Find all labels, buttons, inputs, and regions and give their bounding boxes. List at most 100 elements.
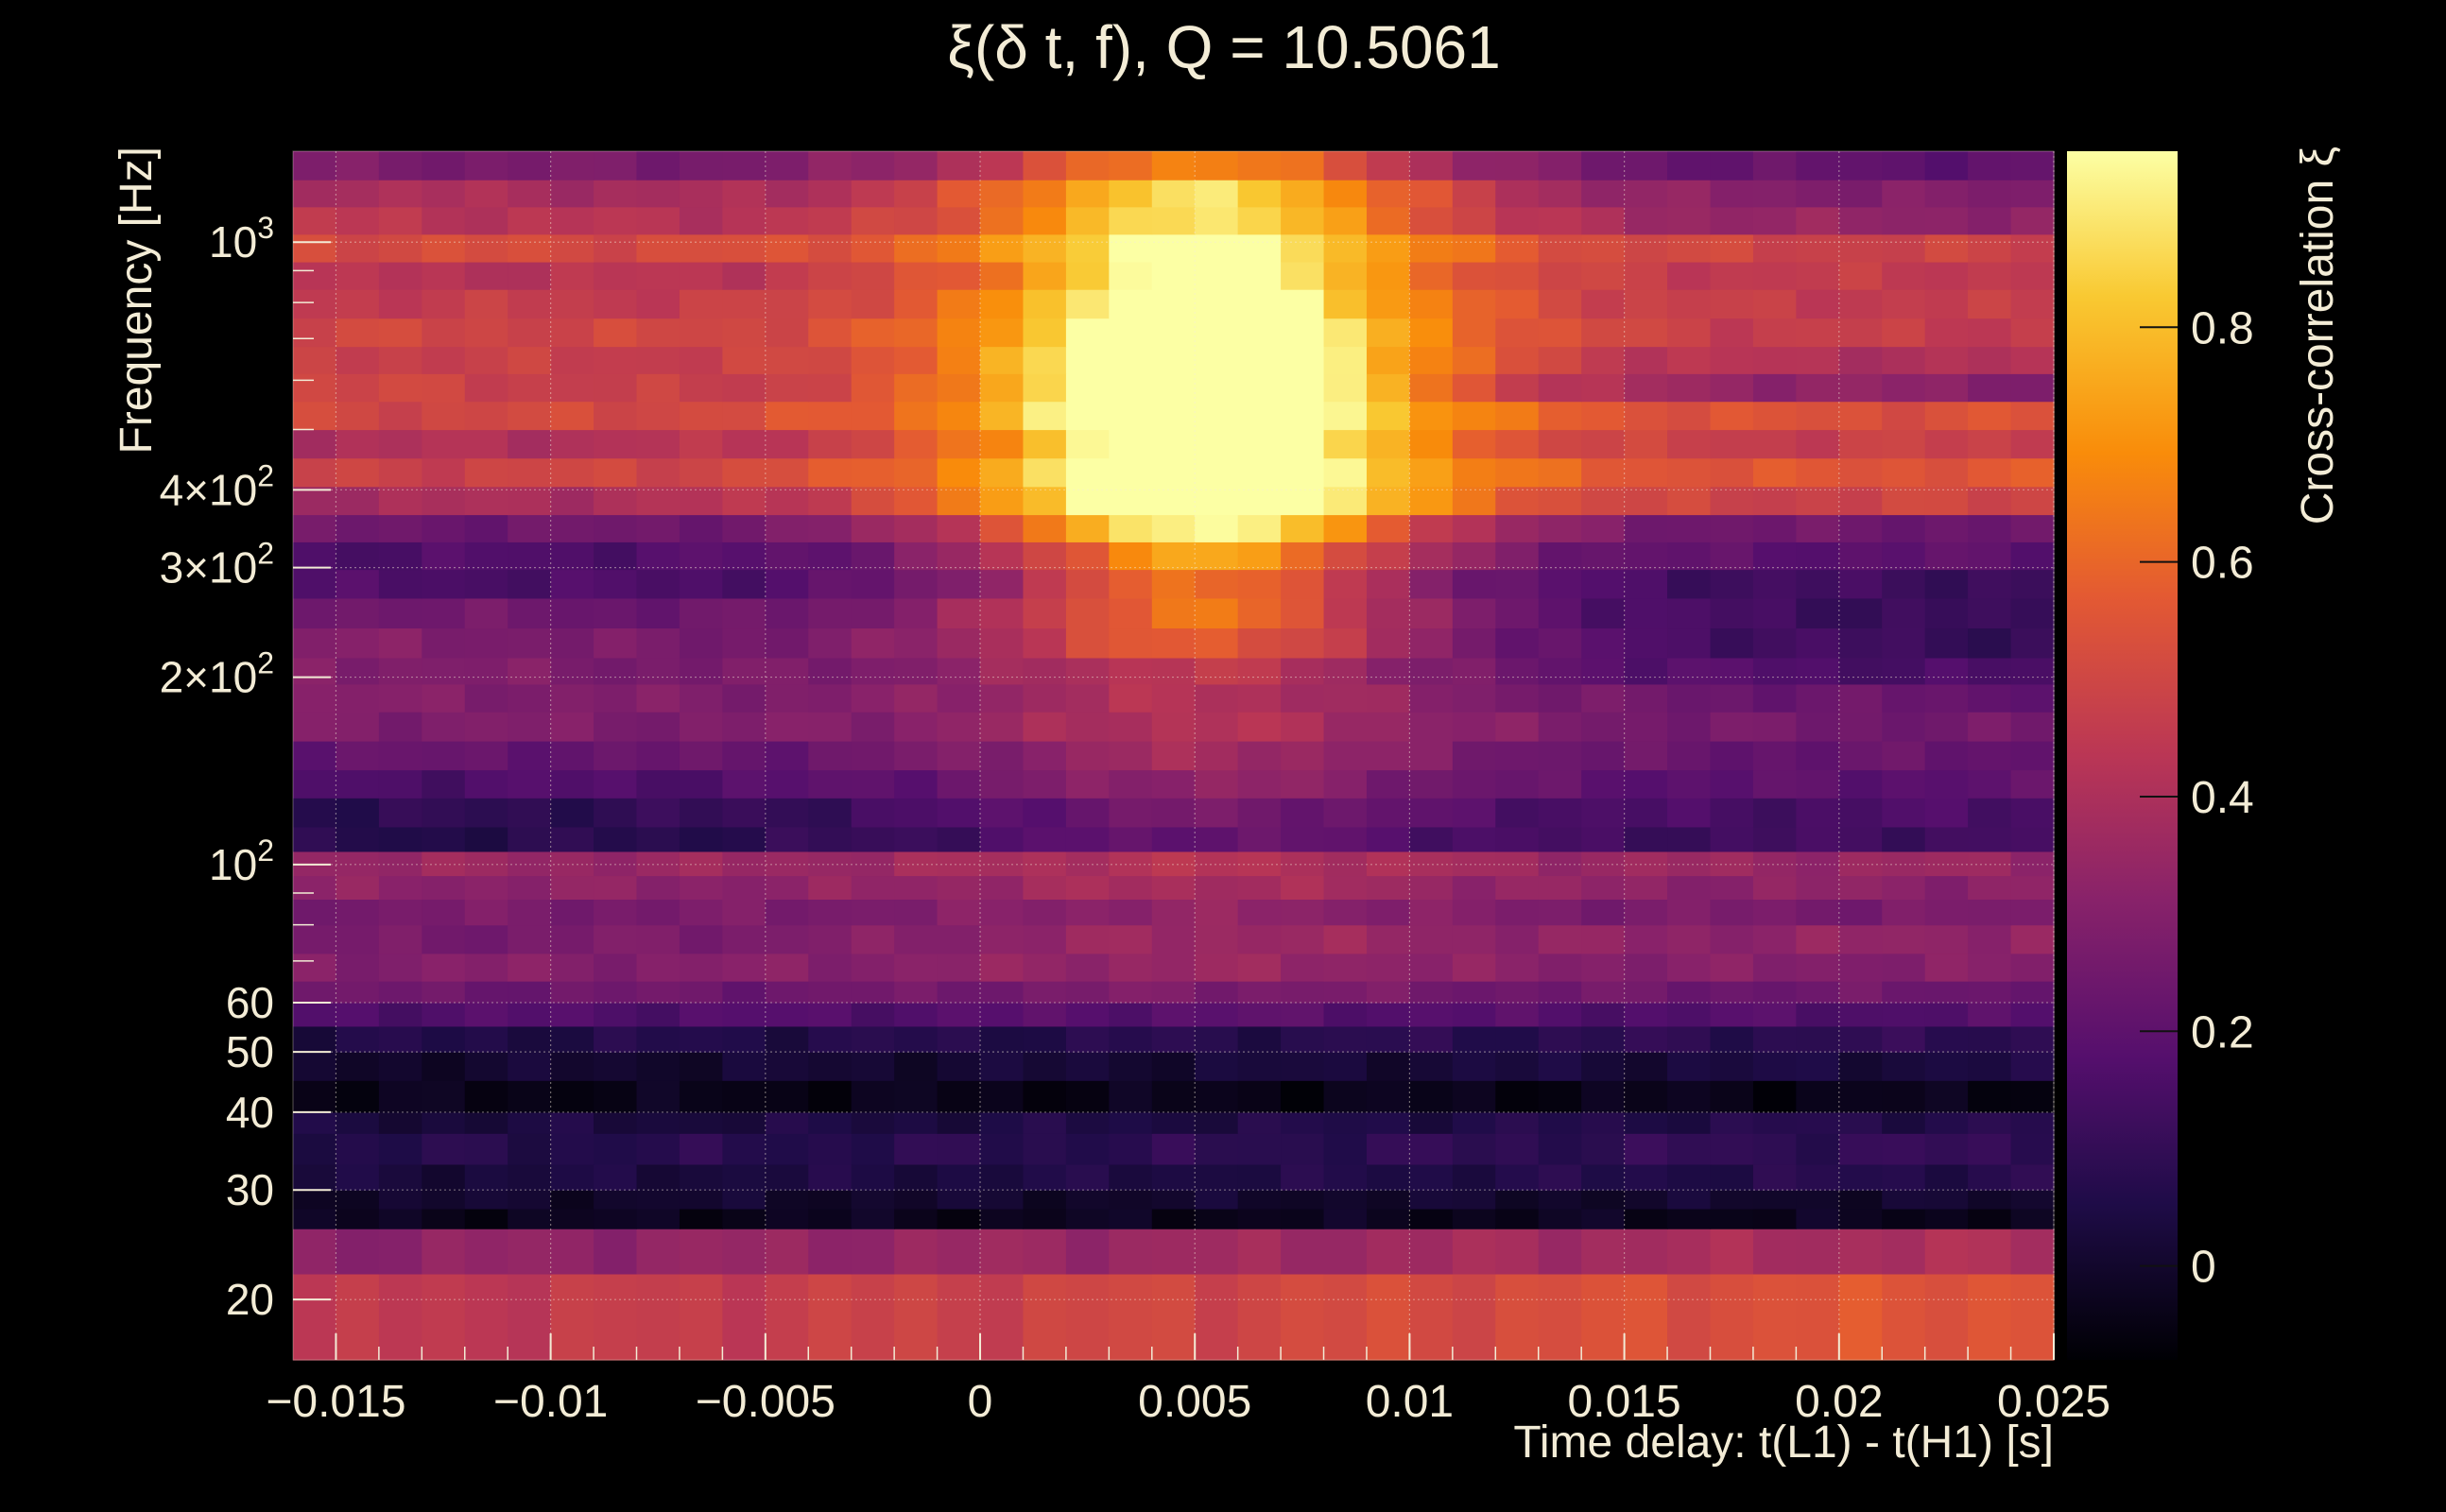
heatmap-cell <box>293 924 337 954</box>
heatmap-cell <box>1924 924 1969 954</box>
heatmap-cell <box>851 627 895 659</box>
heatmap-cell <box>851 318 895 348</box>
chart-title: ξ(δ t, f), Q = 10.5061 <box>947 13 1500 81</box>
heatmap-cell <box>636 683 680 713</box>
heatmap-cell <box>1109 541 1153 571</box>
heatmap-cell <box>1624 627 1668 659</box>
heatmap-cell <box>1968 180 2012 208</box>
heatmap-cell <box>1495 206 1540 235</box>
heatmap-cell <box>937 457 981 488</box>
heatmap-cell <box>508 569 552 599</box>
heatmap-cell <box>378 953 422 982</box>
heatmap-cell <box>594 712 638 742</box>
heatmap-cell <box>1366 289 1411 319</box>
heatmap-cell <box>1710 206 1754 235</box>
heatmap-cell <box>1323 514 1368 542</box>
heatmap-cell <box>508 1163 552 1191</box>
heatmap-cell <box>1752 683 1797 713</box>
heatmap-cell <box>851 1163 895 1191</box>
heatmap-cell <box>808 1002 853 1027</box>
heatmap-cell <box>679 1163 723 1191</box>
heatmap-cell <box>422 206 466 235</box>
heatmap-cell <box>378 798 422 828</box>
heatmap-cell <box>464 1111 508 1134</box>
heatmap-cell <box>1023 741 1067 771</box>
heatmap-cell <box>1538 429 1582 459</box>
heatmap-cell <box>550 569 594 599</box>
heatmap-cell <box>1624 569 1668 599</box>
heatmap-cell <box>1581 627 1626 659</box>
heatmap-cell <box>1882 769 1926 799</box>
heatmap-cell <box>1281 514 1325 542</box>
heatmap-cell <box>422 569 466 599</box>
heatmap-cell <box>1452 1163 1496 1191</box>
heatmap-cell <box>1065 1228 1110 1275</box>
heatmap-cell <box>1924 206 1969 235</box>
heatmap-cell <box>594 1163 638 1191</box>
x-axis-label: Time delay: t(L1) - t(H1) [s] <box>1513 1418 2054 1468</box>
heatmap-cell <box>1023 875 1067 900</box>
heatmap-cell <box>464 206 508 235</box>
heatmap-cell <box>336 486 380 516</box>
heatmap-cell <box>980 1052 1025 1081</box>
heatmap-cell <box>1109 318 1153 348</box>
heatmap-cell <box>1581 875 1626 900</box>
heatmap-cell <box>1366 569 1411 599</box>
heatmap-cell <box>1538 597 1582 629</box>
heatmap-cell <box>1968 1228 2012 1275</box>
heatmap-cell <box>1023 346 1067 374</box>
heatmap-cell <box>594 180 638 208</box>
heatmap-cell <box>1882 569 1926 599</box>
heatmap-cell <box>722 627 767 659</box>
heatmap-cell <box>1710 514 1754 542</box>
heatmap-cell <box>464 924 508 954</box>
heatmap-cell <box>1968 1208 2012 1229</box>
heatmap-cell <box>1838 657 1883 685</box>
heatmap-cell <box>1151 373 1196 403</box>
heatmap-cell <box>1151 1025 1196 1053</box>
heatmap-cell <box>1323 683 1368 713</box>
heatmap-cell <box>1409 541 1454 571</box>
heatmap-cell <box>1065 1133 1110 1165</box>
heatmap-cell <box>1109 1163 1153 1191</box>
heatmap-cell <box>1710 1133 1754 1165</box>
heatmap-cell <box>722 1208 767 1229</box>
heatmap-cell <box>1752 1002 1797 1027</box>
heatmap-cell <box>1495 1025 1540 1053</box>
heatmap-cell <box>508 1208 552 1229</box>
heatmap-cell <box>1752 899 1797 926</box>
heatmap-cell <box>1624 486 1668 516</box>
heatmap-cell <box>1968 850 2012 877</box>
heatmap-cell <box>1323 597 1368 629</box>
heatmap-cell <box>293 769 337 799</box>
heatmap-cell <box>1752 953 1797 982</box>
heatmap-cell <box>1366 953 1411 982</box>
heatmap-cell <box>1752 401 1797 431</box>
heatmap-cell <box>2010 569 2055 599</box>
heatmap-cell <box>722 1163 767 1191</box>
heatmap-cell <box>1710 1052 1754 1081</box>
heatmap-cell <box>1796 741 1840 771</box>
heatmap-cell <box>894 1163 939 1191</box>
heatmap-cell <box>1195 798 1239 828</box>
heatmap-cell <box>1281 289 1325 319</box>
heatmap-cell <box>464 741 508 771</box>
heatmap-cell <box>1109 180 1153 208</box>
heatmap-cell <box>851 1080 895 1113</box>
heatmap-cell <box>1752 712 1797 742</box>
heatmap-cell <box>1065 1052 1110 1081</box>
heatmap-cell <box>1323 924 1368 954</box>
heatmap-cell <box>1752 1052 1797 1081</box>
heatmap-cell <box>851 1052 895 1081</box>
heatmap-cell <box>937 569 981 599</box>
heatmap-cell <box>336 657 380 685</box>
heatmap-cell <box>765 1208 809 1229</box>
heatmap-cell <box>1624 1111 1668 1134</box>
heatmap-cell <box>1281 346 1325 374</box>
heatmap-cell <box>336 457 380 488</box>
heatmap-cell <box>1495 151 1540 180</box>
heatmap-cell <box>550 1080 594 1113</box>
heatmap-cell <box>1237 346 1282 374</box>
heatmap-cell <box>1538 657 1582 685</box>
heatmap-cell <box>1023 262 1067 290</box>
